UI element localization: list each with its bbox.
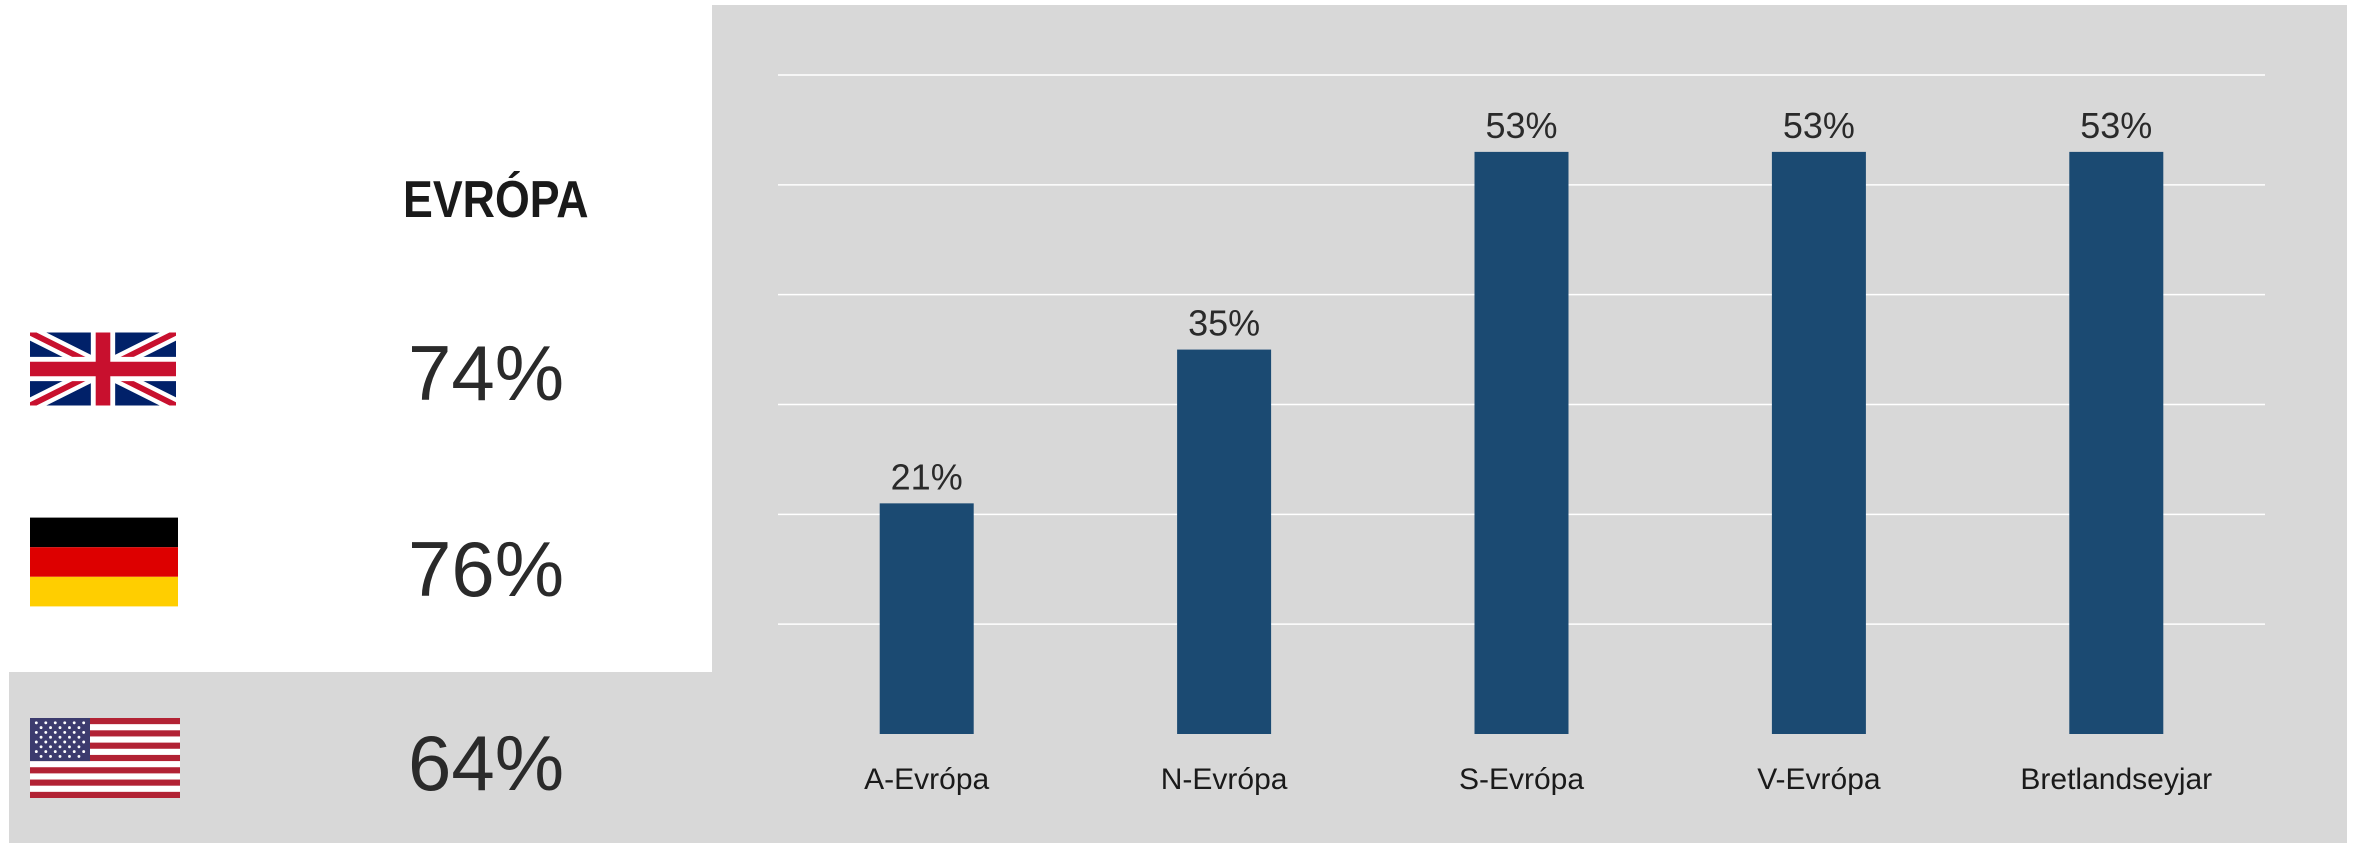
x-tick-label-4: Bretlandseyjar	[2020, 763, 2212, 796]
x-tick-label-1: N-Evrópa	[1161, 763, 1288, 796]
bars	[879, 151, 2164, 735]
x-tick-label-2: S-Evrópa	[1459, 763, 1584, 796]
x-tick-labels: A-Evrópa N-Evrópa S-Evrópa V-Evrópa Bretland…	[864, 763, 2212, 796]
uk-value: 74%	[408, 329, 565, 417]
usa-flag-icon	[30, 718, 180, 798]
data-labels: 21% 35% 53% 53% 53%	[891, 105, 2153, 497]
germany-value: 76%	[408, 525, 565, 613]
bar-3	[1771, 151, 1866, 735]
uk-flag-icon	[30, 332, 176, 406]
data-label-0: 21%	[891, 456, 963, 497]
bar-2	[1474, 151, 1569, 735]
bar-0	[879, 503, 974, 734]
bar-1	[1177, 349, 1272, 734]
bar-4	[2069, 151, 2164, 735]
data-label-3: 53%	[1783, 105, 1855, 146]
usa-value: 64%	[408, 719, 565, 807]
x-tick-label-3: V-Evrópa	[1757, 763, 1881, 796]
data-label-1: 35%	[1188, 303, 1260, 344]
germany-flag-icon	[30, 517, 178, 607]
data-label-2: 53%	[1485, 105, 1557, 146]
x-tick-label-0: A-Evrópa	[864, 763, 989, 796]
data-label-4: 53%	[2080, 105, 2152, 146]
region-heading: EVRÓPA	[403, 171, 589, 229]
